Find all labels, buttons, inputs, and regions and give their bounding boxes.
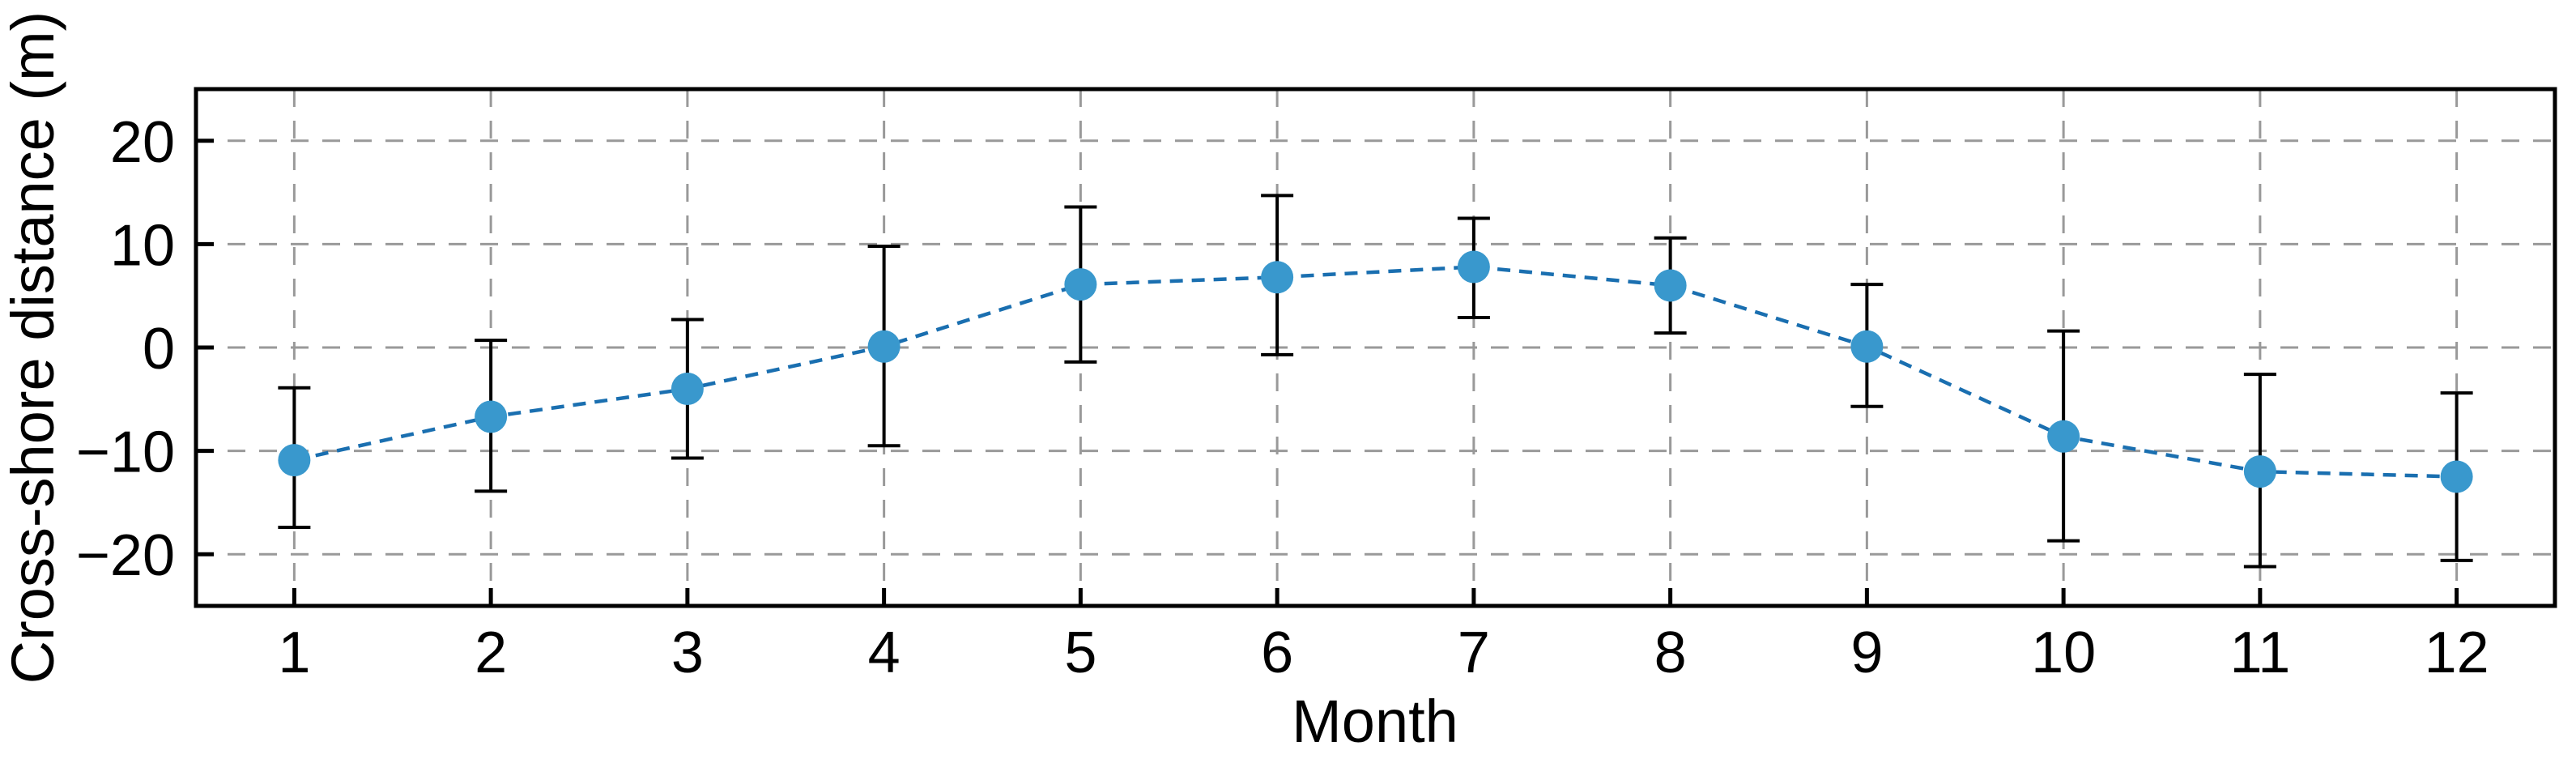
- grid-layer: [196, 89, 2555, 606]
- data-point-month-2: [475, 400, 508, 433]
- data-layer: [278, 194, 2473, 569]
- data-point-month-6: [1261, 261, 1294, 294]
- data-point-month-10: [2047, 420, 2080, 453]
- y-tick-label: 0: [143, 317, 175, 382]
- data-line: [293, 265, 2457, 479]
- data-point-month-9: [1850, 330, 1884, 363]
- data-point-month-7: [1457, 250, 1490, 284]
- data-point-month-12: [2440, 460, 2473, 493]
- x-tick-label: 2: [475, 620, 507, 685]
- data-point-month-11: [2243, 455, 2276, 488]
- x-axis-title: Month: [1292, 688, 1458, 755]
- x-tick-label: 11: [2230, 620, 2291, 685]
- y-tick-label: 20: [110, 110, 175, 175]
- x-tick-label: 9: [1850, 620, 1883, 685]
- x-tick-label: 1: [278, 620, 310, 685]
- y-tick-label: −20: [76, 523, 175, 588]
- x-tick-label: 8: [1654, 620, 1687, 685]
- data-point-month-1: [278, 444, 311, 477]
- x-tick-label: 5: [1064, 620, 1096, 685]
- y-tick-label: −10: [76, 420, 175, 485]
- y-axis-title: Cross-shore distance (m): [0, 11, 66, 684]
- x-tick-label: 7: [1458, 620, 1490, 685]
- x-tick-label: 3: [671, 620, 704, 685]
- data-point-month-3: [671, 373, 704, 406]
- x-tick-label: 4: [868, 620, 901, 685]
- data-point-month-5: [1064, 268, 1097, 301]
- data-point-month-4: [867, 330, 901, 363]
- x-tick-label: 10: [2031, 620, 2096, 685]
- data-point-month-8: [1654, 269, 1687, 302]
- x-tick-label: 6: [1261, 620, 1293, 685]
- y-tick-label: 10: [110, 213, 175, 278]
- label-layer: Month Cross-shore distance (m): [0, 11, 1458, 755]
- x-tick-label: 12: [2425, 620, 2489, 685]
